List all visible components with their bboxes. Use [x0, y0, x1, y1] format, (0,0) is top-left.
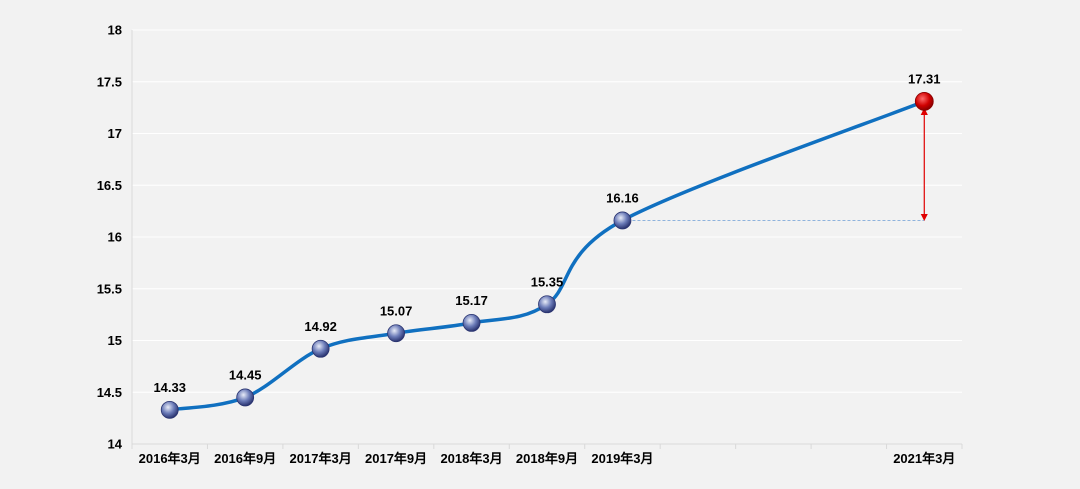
- x-tick-label: 2018年9月: [516, 451, 578, 466]
- series-line-path: [167, 99, 927, 412]
- data-points: [160, 92, 934, 419]
- x-tick-label: 2021年3月: [893, 451, 955, 466]
- y-tick-label: 16.5: [97, 178, 122, 193]
- data-point: [236, 388, 255, 407]
- data-point: [462, 314, 481, 332]
- data-point: [613, 211, 632, 230]
- data-point: [387, 324, 405, 343]
- x-tick-label: 2019年3月: [591, 451, 653, 466]
- axes: [131, 30, 963, 449]
- highlight-data-point: [914, 92, 934, 111]
- data-label: 14.92: [304, 319, 337, 334]
- y-tick-labels: 14 14.5 15 15.5 16 16.5 17 17.5 18: [97, 23, 123, 452]
- y-tick-label: 15.5: [97, 281, 122, 296]
- data-labels: 14.33 14.45 14.92 15.07 15.17 15.35 16.16 17.31: [153, 71, 940, 394]
- data-label: 14.33: [153, 380, 186, 395]
- y-tick-label: 14: [108, 437, 123, 452]
- data-point: [311, 339, 330, 358]
- y-tick-label: 17.5: [97, 74, 122, 89]
- x-tick-label: 2016年3月: [139, 451, 201, 466]
- y-tick-label: 15: [108, 333, 122, 348]
- y-tick-label: 18: [108, 23, 122, 38]
- data-label: 17.31: [908, 71, 941, 86]
- x-tick-label: 2017年3月: [290, 451, 352, 466]
- data-label: 14.45: [229, 367, 262, 382]
- data-label: 15.07: [380, 303, 413, 318]
- data-point: [160, 400, 179, 419]
- data-label: 16.16: [606, 190, 639, 205]
- data-point: [538, 295, 556, 314]
- x-tick-label: 2018年3月: [440, 451, 502, 466]
- data-label: 15.35: [531, 274, 564, 289]
- y-tick-label: 17: [108, 126, 122, 141]
- x-tick-label: 2017年9月: [365, 451, 427, 466]
- annotations: [622, 107, 928, 222]
- series-line: [167, 99, 927, 412]
- data-label: 15.17: [455, 293, 488, 308]
- x-tick-labels: 2016年3月 2016年9月 2017年3月 2017年9月 2018年3月 2018年…: [139, 451, 956, 466]
- y-tick-label: 14.5: [97, 385, 122, 400]
- y-tick-label: 16: [108, 230, 122, 245]
- x-tick-label: 2016年9月: [214, 451, 276, 466]
- grid-lines: [132, 29, 962, 393]
